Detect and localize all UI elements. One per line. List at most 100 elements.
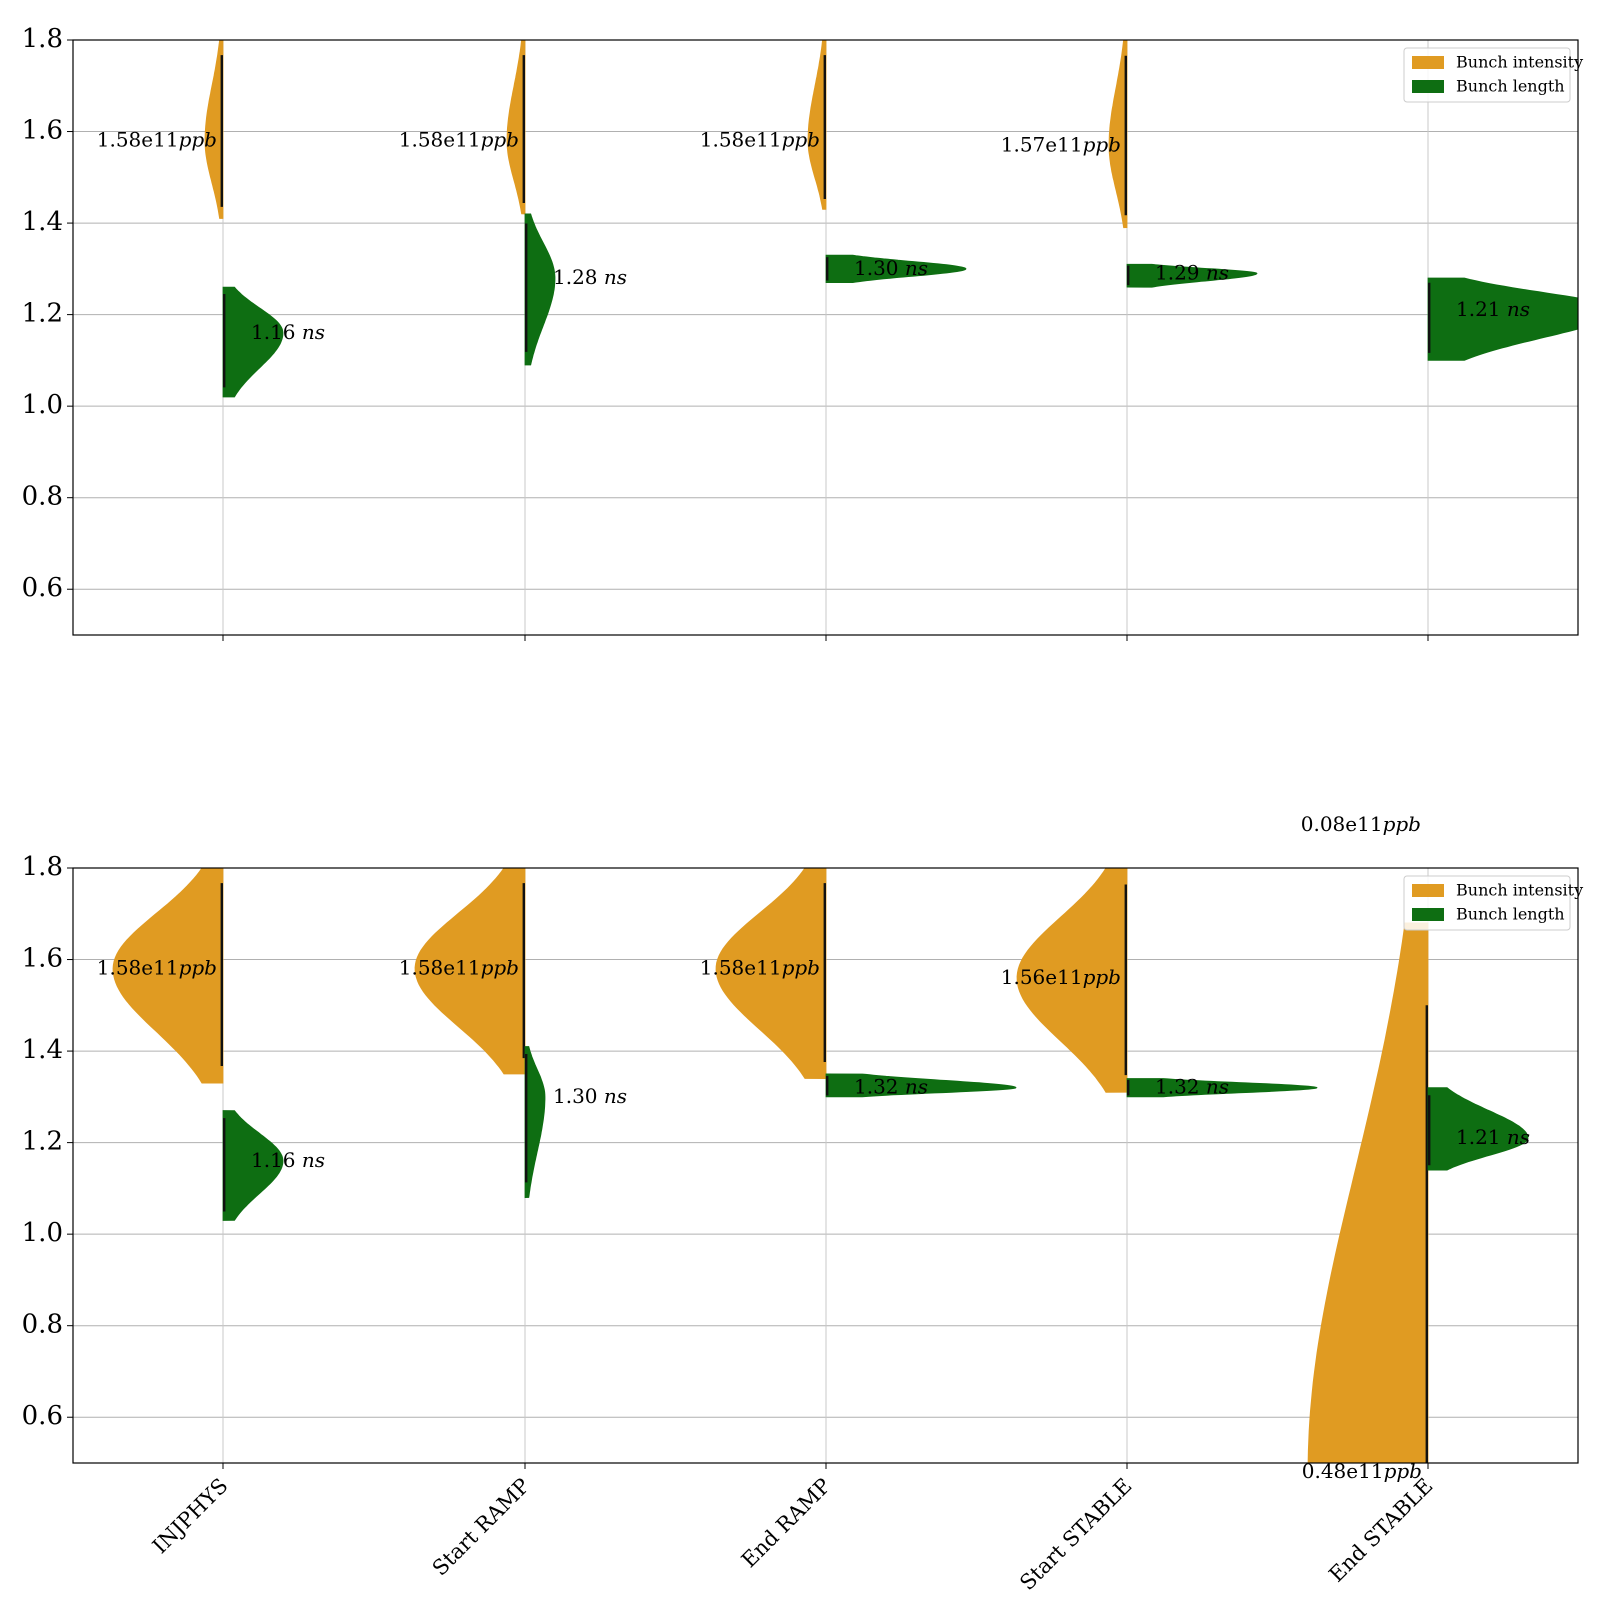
length-label: 1.30 ns [553, 1083, 627, 1107]
length-label-unit: ns [1200, 260, 1230, 284]
xtick-label: Start RAMP [428, 1474, 535, 1581]
length-violin [825, 254, 967, 284]
length-violin [825, 1073, 1017, 1098]
length-label-value: 1.32 [1155, 1074, 1200, 1098]
legend-swatch [1412, 80, 1444, 93]
length-label-value: 1.21 [1456, 297, 1501, 321]
length-label-unit: ns [1501, 297, 1531, 321]
axes-frame [72, 39, 1579, 636]
length-violin [1427, 277, 1578, 361]
intensity-label-value: 1.57e11 [1001, 132, 1083, 156]
axes-frame [72, 867, 1579, 1464]
legend-swatch [1412, 56, 1444, 69]
xtick-label: Start STABLE [1015, 1474, 1136, 1595]
length-label: 1.32 ns [854, 1074, 928, 1098]
intensity-label-unit: ppb [1083, 964, 1121, 988]
legend-entry: Bunch length [1456, 905, 1565, 924]
intensity-label-value: 1.56e11 [1001, 964, 1083, 988]
intensity-label-unit: ppb [1384, 1459, 1422, 1483]
length-label: 1.28 ns [553, 265, 627, 289]
intensity-label-value: 1.58e11 [97, 955, 179, 979]
intensity-label: 1.58e11ppb [700, 955, 820, 979]
length-label-value: 1.30 [553, 1083, 598, 1107]
violins [112, 868, 1529, 1463]
outside-label-unit: ppb [1383, 812, 1421, 836]
intensity-label-value: 1.58e11 [399, 127, 481, 151]
legend-swatch [1412, 884, 1444, 897]
length-label: 1.29 ns [1155, 260, 1229, 284]
intensity-violin [807, 40, 827, 210]
intensity-label-value: 1.58e11 [399, 955, 481, 979]
outside-label: 0.08e11ppb [1301, 812, 1421, 836]
length-label-unit: ns [296, 1147, 326, 1171]
intensity-label-value: 0.48e11 [1302, 1459, 1384, 1483]
ytick-label: 1.2 [22, 1127, 63, 1157]
length-label: 1.32 ns [1155, 1074, 1229, 1098]
length-label-unit: ns [899, 1074, 929, 1098]
intensity-label-value: 1.58e11 [97, 127, 179, 151]
legend-entry: Bunch intensity [1456, 881, 1583, 900]
length-label-unit: ns [1200, 1074, 1230, 1098]
intensity-label: 0.48e11ppb [1302, 1459, 1422, 1483]
ytick-label: 0.6 [22, 573, 63, 603]
ytick-label: 1.4 [22, 207, 63, 237]
length-label-unit: ns [598, 265, 628, 289]
panel-2: 0.6 0.8 1.0 1.2 1.4 1.6 1.8 INJPHYS Start RAMP En… [22, 812, 1584, 1595]
legend-entry: Bunch intensity [1456, 53, 1583, 72]
ytick-label: 1.8 [22, 24, 63, 54]
intensity-label: 1.58e11ppb [97, 127, 217, 151]
length-violin [1126, 263, 1258, 288]
intensity-label-unit: ppb [782, 955, 820, 979]
legend-box [1403, 875, 1571, 931]
intensity-label-unit: ppb [1083, 132, 1121, 156]
violins [204, 40, 1578, 398]
length-label: 1.16 ns [251, 319, 325, 343]
intensity-violin [506, 40, 526, 215]
length-label: 1.16 ns [251, 1147, 325, 1171]
intensity-label-unit: ppb [782, 127, 820, 151]
length-label-value: 1.16 [251, 1147, 296, 1171]
ytick-label: 1.8 [22, 852, 63, 882]
intensity-label-unit: ppb [179, 955, 217, 979]
length-label: 1.21 ns [1456, 1125, 1530, 1149]
intensity-violin [112, 868, 224, 1084]
intensity-label: 1.57e11ppb [1001, 132, 1121, 156]
intensity-violin [204, 40, 224, 219]
length-label: 1.30 ns [854, 255, 928, 279]
intensity-violin [1108, 40, 1128, 229]
intensity-label: 1.58e11ppb [700, 127, 820, 151]
length-label-value: 1.28 [553, 265, 598, 289]
intensity-label: 1.58e11ppb [399, 955, 519, 979]
length-violin [1427, 1087, 1529, 1171]
length-label-unit: ns [1501, 1125, 1531, 1149]
length-label-value: 1.29 [1155, 260, 1200, 284]
ytick-label: 1.4 [22, 1035, 63, 1065]
ytick-label: 0.8 [22, 1310, 63, 1340]
length-label: 1.21 ns [1456, 297, 1530, 321]
length-label-value: 1.30 [854, 255, 899, 279]
panel-1: 0.60.81.01.21.41.61.81.58e11ppb 1.58e11pp… [22, 24, 1583, 641]
ytick-label: 1.6 [22, 944, 63, 974]
legend-box [1403, 47, 1571, 103]
xtick-label: End STABLE [1324, 1474, 1437, 1587]
xtick-label: End RAMP [737, 1474, 836, 1573]
intensity-violin [414, 868, 526, 1075]
length-violin [1126, 1078, 1318, 1098]
ytick-label: 0.8 [22, 482, 63, 512]
length-label-unit: ns [598, 1083, 628, 1107]
outside-label-value: 0.08e11 [1301, 812, 1383, 836]
ytick-label: 0.6 [22, 1401, 63, 1431]
length-label-unit: ns [296, 319, 326, 343]
intensity-violin [715, 868, 827, 1079]
ytick-label: 1.0 [22, 1218, 63, 1248]
intensity-label-unit: ppb [481, 127, 519, 151]
intensity-label-value: 1.58e11 [700, 955, 782, 979]
length-violin [524, 213, 556, 366]
legend-swatch [1412, 908, 1444, 921]
xtick-label: INJPHYS [148, 1474, 233, 1559]
legend: Bunch intensity Bunch length [1403, 875, 1583, 931]
length-label-value: 1.32 [854, 1074, 899, 1098]
legend: Bunch intensity Bunch length [1403, 47, 1583, 103]
length-label-value: 1.21 [1456, 1125, 1501, 1149]
